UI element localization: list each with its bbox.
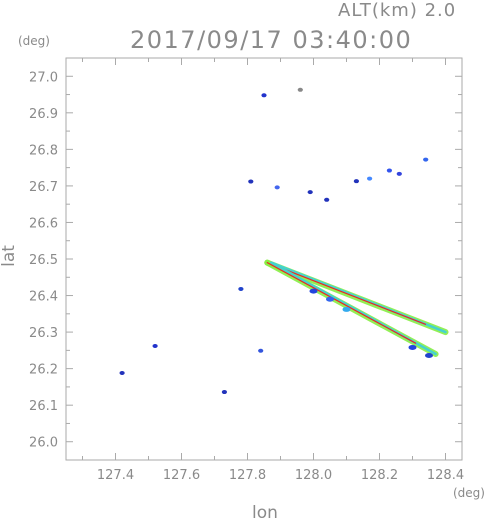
x-tick-label: 127.6 <box>163 468 200 483</box>
chart-title: 2017/09/17 03:40:00 <box>130 26 413 54</box>
y-tick-label: 26.2 <box>29 363 58 378</box>
y-tick-label: 26.8 <box>29 143 58 158</box>
streak-echo-cell <box>342 306 351 312</box>
streak-echo-cell <box>408 344 417 350</box>
streak-echo-cell <box>326 296 334 302</box>
echo-cell <box>238 286 244 291</box>
echo-streak-core <box>266 262 427 325</box>
y-tick-label: 27.0 <box>29 70 58 85</box>
echo-cell <box>152 343 158 348</box>
y-tick-label: 26.4 <box>29 290 58 305</box>
x-unit-label: (deg) <box>453 486 485 500</box>
y-tick-label: 26.9 <box>29 107 58 122</box>
y-unit-label: (deg) <box>18 34 50 48</box>
x-tick-label: 128.2 <box>361 468 398 483</box>
y-axis-label: lat <box>0 245 19 267</box>
echo-cell <box>367 176 373 181</box>
echo-cell <box>297 87 303 92</box>
y-tick-label: 26.0 <box>29 436 58 451</box>
echo-cell <box>423 157 429 162</box>
y-tick-label: 26.6 <box>29 216 58 231</box>
y-tick-label: 26.1 <box>29 399 58 414</box>
echo-cell <box>274 185 280 190</box>
y-tick-label: 26.3 <box>29 326 58 341</box>
altitude-label: ALT(km) 2.0 <box>338 0 457 21</box>
x-tick-label: 128.0 <box>295 468 332 483</box>
streak-echo-cell <box>425 352 433 358</box>
echo-cell <box>221 390 227 395</box>
echo-cell <box>324 197 330 202</box>
echo-cell <box>261 93 267 98</box>
echo-cell <box>258 348 264 353</box>
echo-cell <box>396 171 402 176</box>
plot-frame <box>65 57 463 461</box>
echo-cell <box>353 179 359 184</box>
x-tick-label: 127.4 <box>97 468 134 483</box>
x-axis-label: lon <box>252 503 278 523</box>
y-tick-label: 26.5 <box>29 253 58 268</box>
echo-cell <box>248 179 254 184</box>
x-tick-label: 127.8 <box>229 468 266 483</box>
y-tick-label: 26.7 <box>29 180 58 195</box>
streak-echo-cell <box>309 288 318 294</box>
echo-cell <box>386 168 392 173</box>
echo-streak-core <box>266 262 417 344</box>
echo-cell <box>307 190 313 195</box>
x-tick-label: 128.4 <box>427 468 464 483</box>
echo-cell <box>119 371 125 376</box>
